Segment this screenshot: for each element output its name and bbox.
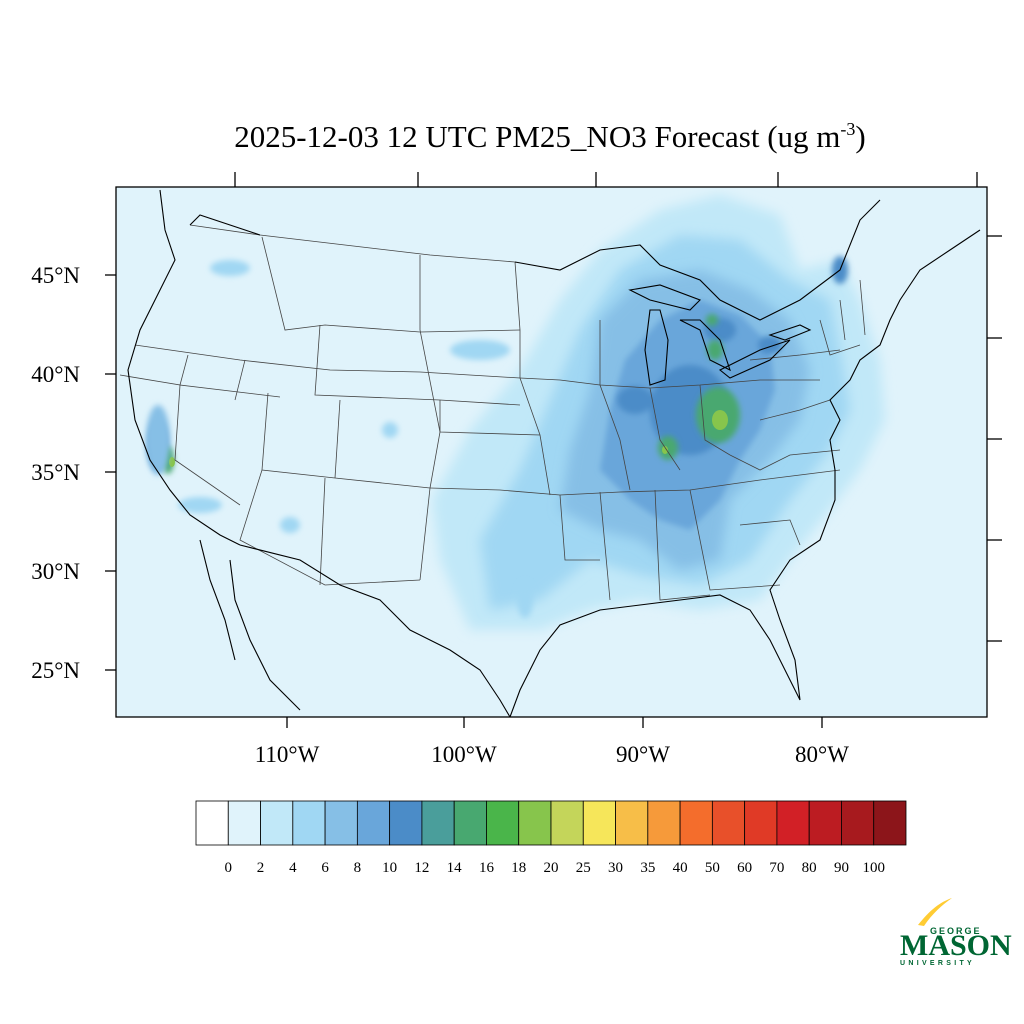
lat-label: 35°N: [31, 460, 80, 485]
concentration-patch: [712, 410, 728, 430]
logo-george: GEORGE: [930, 926, 982, 936]
colorbar-swatch: [227, 800, 261, 846]
colorbar-swatch: [324, 800, 358, 846]
logo-university: UNIVERSITY: [900, 960, 975, 967]
concentration-patch: [146, 405, 170, 475]
concentration-patch: [658, 436, 678, 460]
colorbar-label: 12: [414, 860, 429, 876]
concentration-patch: [707, 340, 723, 360]
longitude-labels: 110°W 100°W 90°W 80°W: [255, 742, 850, 767]
map-title-main: 2025-12-03 12 UTC PM25_NO3 Forecast (ug …: [234, 119, 840, 154]
lon-label: 100°W: [431, 742, 497, 767]
colorbar-label: 16: [479, 860, 495, 876]
lat-label: 45°N: [31, 263, 80, 288]
colorbar-swatch: [518, 800, 552, 846]
lat-label: 25°N: [31, 658, 80, 683]
colorbar-swatch: [808, 800, 842, 846]
gmu-logo: GEORGE MASON UNIVERSITY: [900, 898, 1012, 967]
colorbar-swatch: [647, 800, 681, 846]
colorbar-label: 18: [511, 860, 526, 876]
colorbar-label: 60: [737, 860, 752, 876]
map-title: 2025-12-03 12 UTC PM25_NO3 Forecast (ug …: [234, 119, 866, 154]
colorbar-swatch: [550, 800, 584, 846]
concentration-patch: [382, 422, 398, 438]
gmu-logo-swoosh: [918, 898, 952, 926]
colorbar-label: 4: [289, 860, 297, 876]
concentration-patch: [169, 457, 175, 467]
colorbar-label: 10: [382, 860, 397, 876]
colorbar-swatch: [389, 800, 423, 846]
concentration-patch: [662, 446, 668, 454]
colorbar-label: 35: [640, 860, 655, 876]
colorbar-swatch: [744, 800, 778, 846]
colorbar-label: 90: [834, 860, 849, 876]
colorbar-swatch: [421, 800, 455, 846]
colorbar-label: 80: [802, 860, 817, 876]
map-plot-area: [116, 187, 987, 717]
colorbar-swatch: [356, 800, 391, 846]
map-title-close: ): [855, 119, 865, 154]
concentration-field: [146, 195, 885, 630]
colorbar-swatch: [292, 800, 326, 846]
colorbar-label: 8: [354, 860, 362, 876]
colorbar-label: 40: [673, 860, 688, 876]
concentration-patch: [210, 260, 250, 276]
coastlines: [127, 189, 981, 717]
colorbar-swatch: [873, 800, 907, 846]
colorbar-label: 30: [608, 860, 623, 876]
concentration-patch: [178, 497, 222, 513]
colorbar-swatch: [453, 800, 487, 846]
concentration-patch: [617, 386, 653, 414]
lon-label: 80°W: [795, 742, 849, 767]
colorbar-swatch: [711, 800, 746, 846]
concentration-patch: [517, 582, 533, 618]
colorbar-label: 14: [447, 860, 463, 876]
lon-label: 110°W: [255, 742, 320, 767]
colorbar-swatch: [841, 800, 875, 846]
colorbar-label: 70: [769, 860, 784, 876]
colorbar: 0 2 4 6 8 10 12 14 16 18 20 25 30 35 40 50 60 70 80 90 100: [195, 800, 907, 876]
colorbar-label: 6: [321, 860, 329, 876]
map-title-superscript: -3: [840, 119, 855, 139]
map-frame: [115, 186, 988, 718]
colorbar-swatch: [582, 800, 616, 846]
colorbar-swatch: [776, 800, 810, 846]
colorbar-label: 50: [705, 860, 720, 876]
axis-ticks: [105, 172, 1002, 728]
lat-label: 30°N: [31, 559, 80, 584]
concentration-patch: [706, 314, 718, 326]
colorbar-swatch: [486, 800, 520, 846]
colorbar-swatch: [260, 800, 294, 846]
concentration-patch: [758, 336, 782, 354]
latitude-labels: 45°N 40°N 35°N 30°N 25°N: [31, 263, 80, 683]
logo-mason: MASON: [900, 929, 1012, 962]
lon-label: 90°W: [616, 742, 670, 767]
lat-label: 40°N: [31, 362, 80, 387]
concentration-patch: [280, 517, 300, 533]
colorbar-label: 25: [576, 860, 591, 876]
colorbar-label: 2: [257, 860, 265, 876]
colorbar-swatch: [195, 800, 229, 846]
concentration-patch: [450, 340, 510, 360]
colorbar-label: 20: [544, 860, 559, 876]
colorbar-swatch: [615, 800, 649, 846]
state-boundaries: [119, 224, 866, 601]
colorbar-swatch: [679, 800, 713, 846]
colorbar-label: 0: [225, 860, 233, 876]
colorbar-label: 100: [862, 860, 885, 876]
